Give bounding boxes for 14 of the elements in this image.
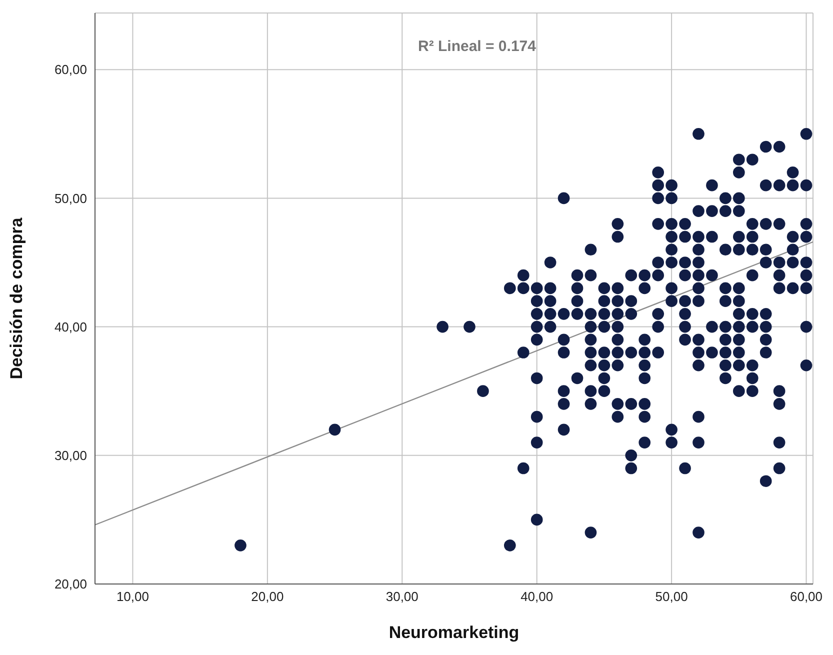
x-tick-label: 40,00 xyxy=(520,589,554,604)
x-tick-label: 20,00 xyxy=(251,589,284,604)
y-tick-label: 50,00 xyxy=(54,190,87,206)
x-axis-title: Neuromarketing xyxy=(388,623,520,642)
y-tick-label: 30,00 xyxy=(54,448,87,464)
annotation: R² Lineal = 0.174 xyxy=(418,38,536,55)
y-axis-title: Decisión de compra xyxy=(7,217,26,380)
x-tick-label: 30,00 xyxy=(386,589,418,604)
x-tick-label: 60,00 xyxy=(790,589,823,604)
y-tick-label: 40,00 xyxy=(54,319,87,334)
x-tick-label: 50,00 xyxy=(655,589,688,604)
y-tick-label: 60,00 xyxy=(54,62,87,78)
x-tick-label: 10,00 xyxy=(116,589,149,604)
y-tick-label: 20,00 xyxy=(54,576,87,592)
